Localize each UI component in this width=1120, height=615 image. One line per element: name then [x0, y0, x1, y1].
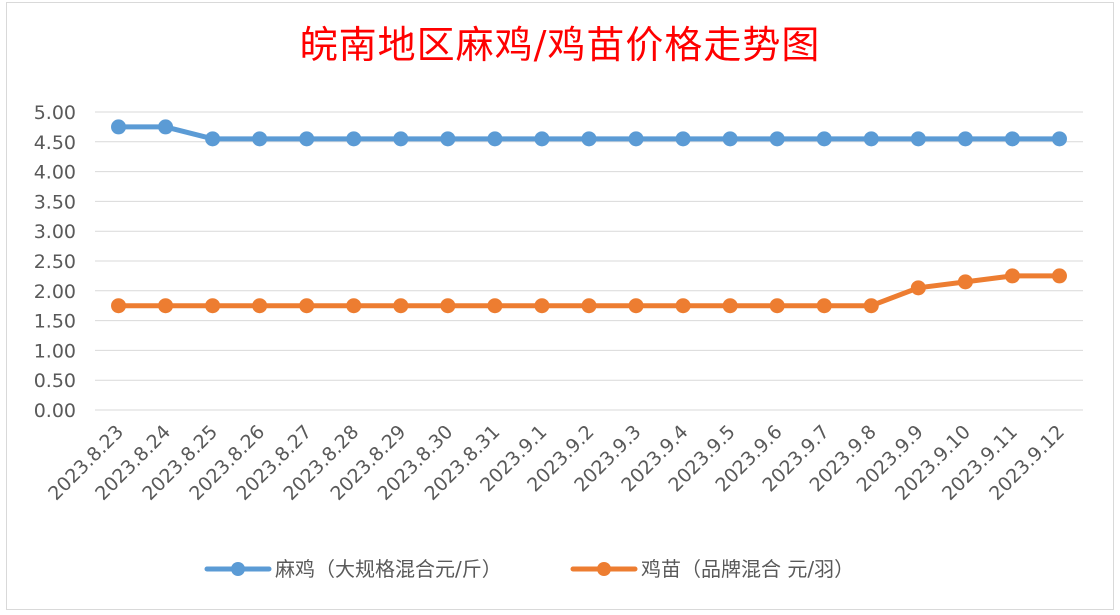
series-2-point — [111, 298, 127, 314]
y-tick-label: 4.00 — [34, 162, 76, 184]
series-1-point — [487, 131, 503, 147]
series-1-point — [346, 131, 362, 147]
legend-label-1: 麻鸡（大规格混合元/斤） — [275, 557, 502, 581]
series-1-point — [252, 131, 268, 147]
series-2-point — [1051, 268, 1067, 284]
y-tick-label: 5.00 — [34, 102, 76, 124]
y-tick-label: 2.50 — [34, 251, 76, 273]
series-2-point — [299, 298, 315, 314]
series-2-point — [863, 298, 879, 314]
series-2-point — [346, 298, 362, 314]
series-2-point — [252, 298, 268, 314]
legend-marker-2 — [597, 562, 611, 576]
series-1-point — [581, 131, 597, 147]
y-tick-label: 1.00 — [34, 340, 76, 362]
y-tick-label: 3.00 — [34, 221, 76, 243]
series-1-point — [158, 119, 174, 135]
series-2-point — [393, 298, 409, 314]
series-2-point — [205, 298, 221, 314]
series-1-point — [863, 131, 879, 147]
y-tick-label: 0.50 — [34, 370, 76, 392]
series-2-point — [534, 298, 550, 314]
series-1-point — [299, 131, 315, 147]
y-tick-label: 1.50 — [34, 311, 76, 333]
legend-marker-1 — [231, 562, 245, 576]
series-2-point — [487, 298, 503, 314]
series-2-point — [1004, 268, 1020, 284]
chart-title: 皖南地区麻鸡/鸡苗价格走势图 — [299, 23, 821, 67]
series-2-point — [158, 298, 174, 314]
legend-label-2: 鸡苗（品牌混合 元/羽） — [641, 557, 854, 581]
series-2-point — [675, 298, 691, 314]
series-2-point — [816, 298, 832, 314]
series-1-point — [205, 131, 221, 147]
series-1-point — [910, 131, 926, 147]
series-1-point — [816, 131, 832, 147]
series-2-point — [440, 298, 456, 314]
series-1-point — [1051, 131, 1067, 147]
series-1-point — [769, 131, 785, 147]
series-1-point — [111, 119, 127, 135]
series-1-point — [957, 131, 973, 147]
y-tick-label: 0.00 — [34, 400, 76, 422]
y-tick-label: 2.00 — [34, 281, 76, 303]
series-2-point — [769, 298, 785, 314]
series-2-point — [910, 280, 926, 296]
series-2-point — [957, 274, 973, 290]
series-2-point — [722, 298, 738, 314]
series-1-point — [534, 131, 550, 147]
series-1-point — [722, 131, 738, 147]
series-1-point — [393, 131, 409, 147]
series-1-point — [1004, 131, 1020, 147]
series-2-point — [628, 298, 644, 314]
y-tick-label: 3.50 — [34, 191, 76, 213]
y-tick-label: 4.50 — [34, 132, 76, 154]
series-2-point — [581, 298, 597, 314]
series-1-point — [440, 131, 456, 147]
series-1-point — [675, 131, 691, 147]
series-1-point — [628, 131, 644, 147]
